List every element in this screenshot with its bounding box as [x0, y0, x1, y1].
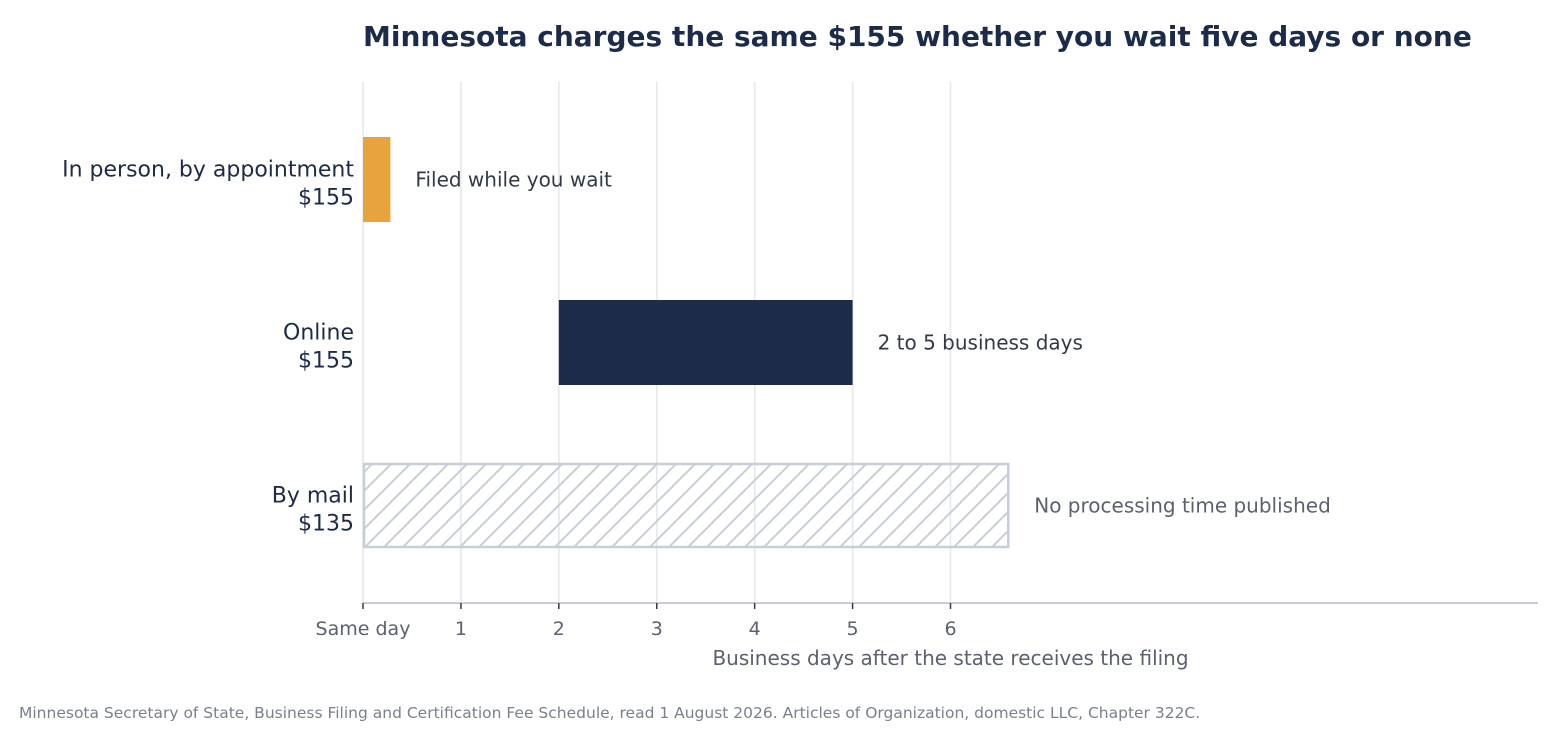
x-tick-label: 2: [553, 618, 565, 640]
x-tick-label: Same day: [316, 618, 411, 640]
category-fee-label: $155: [298, 349, 354, 374]
chart-title: Minnesota charges the same $155 whether …: [363, 20, 1472, 53]
x-axis: Same day 1 2 3 4 5 6 Business days after the st…: [316, 602, 1538, 670]
x-tick-label: 5: [847, 618, 859, 640]
x-tick-label: 3: [651, 618, 663, 640]
category-labels: In person, by appointment $155 Online $155 B…: [62, 158, 354, 537]
bar-annotation: 2 to 5 business days: [878, 331, 1083, 355]
bar-annotation: No processing time published: [1034, 494, 1331, 518]
category-fee-label: $155: [298, 186, 354, 211]
bar: [362, 462, 1010, 549]
source-note: Minnesota Secretary of State, Business F…: [19, 704, 1201, 722]
category-label: Online: [283, 321, 354, 346]
category-label: By mail: [272, 484, 354, 509]
x-axis-title: Business days after the state receives t…: [712, 646, 1188, 670]
bar-annotations: Filed while you wait 2 to 5 business days…: [415, 168, 1330, 518]
bar-annotation: Filed while you wait: [415, 168, 612, 192]
bars: [362, 137, 1010, 549]
category-fee-label: $135: [298, 512, 354, 537]
category-label: In person, by appointment: [62, 158, 354, 183]
x-tick-label: 1: [455, 618, 467, 640]
bar: [558, 300, 853, 385]
bar: [363, 137, 391, 222]
x-tick-label: 6: [944, 618, 956, 640]
x-tick-label: 4: [749, 618, 761, 640]
